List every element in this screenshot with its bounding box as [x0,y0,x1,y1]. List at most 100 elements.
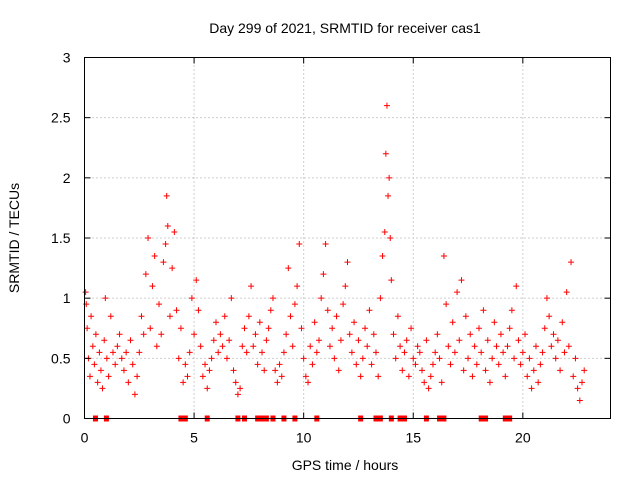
data-point [109,349,116,356]
data-point [570,373,577,380]
data-point [340,301,347,308]
data-point [294,283,301,290]
data-point [557,367,564,374]
data-point [519,349,526,356]
data-point [123,349,130,356]
data-point [156,301,163,308]
y-tick-labels: 0 0.5 1 1.5 2 2.5 3 [51,50,71,427]
data-point [186,349,193,356]
data-point [188,295,195,302]
data-point [177,325,184,332]
data-point [223,355,230,362]
data-point [473,361,480,368]
data-point [280,349,287,356]
data-point [140,331,147,338]
data-point [528,385,535,392]
data-point [480,307,487,314]
data-point [375,373,382,380]
data-point [342,283,349,290]
data-point [163,192,170,199]
data-point [210,337,217,344]
data-point [267,307,274,314]
data-point [173,307,180,314]
data-point [440,253,447,260]
data-point [355,337,362,344]
data-point [539,349,546,356]
x-tick-label: 5 [190,430,198,446]
data-point [298,325,305,332]
data-point [274,379,281,386]
data-point [419,367,426,374]
data-point [291,301,298,308]
data-point [82,289,89,296]
data-point [526,355,533,362]
data-point [351,319,358,326]
data-point [495,361,502,368]
data-point [311,319,318,326]
data-point [265,325,272,332]
data-point [353,361,360,368]
data-point [515,337,522,344]
data-point [241,325,248,332]
data-point [416,349,423,356]
data-point [302,373,309,380]
data-point [151,253,158,260]
data-point [182,361,189,368]
data-point [532,343,539,350]
data-point [383,102,390,109]
data-point [287,313,294,320]
data-point [482,367,489,374]
data-point [548,343,555,350]
y-tick-label: 0.5 [51,350,71,366]
data-point [193,277,200,284]
data-point [329,325,336,332]
data-point [379,253,386,260]
data-point [421,379,428,386]
data-point [309,361,316,368]
data-point [377,295,384,302]
data-point [278,373,285,380]
y-tick-label: 2 [63,170,71,186]
data-point [497,331,504,338]
data-point [153,343,160,350]
data-point [243,349,250,356]
y-tick-label: 3 [63,50,71,66]
data-point [300,355,307,362]
data-point [333,313,340,320]
data-point [368,361,375,368]
data-point [147,325,154,332]
y-tick-label: 1 [63,290,71,306]
y-tick-label: 1.5 [51,230,71,246]
data-point [88,313,95,320]
data-point [484,337,491,344]
data-point [576,397,583,404]
data-point [364,343,371,350]
data-point [184,373,191,380]
data-point [535,379,542,386]
data-point [162,241,169,248]
data-point [226,337,233,344]
data-point [136,349,143,356]
data-point [94,379,101,386]
data-point [285,265,292,272]
chart-title: Day 299 of 2021, SRMTID for receiver cas… [209,20,481,36]
data-point [289,343,296,350]
data-point [191,331,198,338]
data-point [579,379,586,386]
axis-ticks [84,57,611,419]
data-point [359,355,366,362]
data-point [385,192,392,199]
data-point [399,367,406,374]
data-point [204,385,211,392]
y-tick-label: 0 [63,411,71,427]
data-point [405,373,412,380]
data-point [513,283,520,290]
data-point [217,331,224,338]
data-point [127,337,134,344]
data-point [427,373,434,380]
data-point [530,367,537,374]
data-point [568,259,575,266]
data-point [256,319,263,326]
data-point [381,228,388,235]
data-point [252,331,259,338]
